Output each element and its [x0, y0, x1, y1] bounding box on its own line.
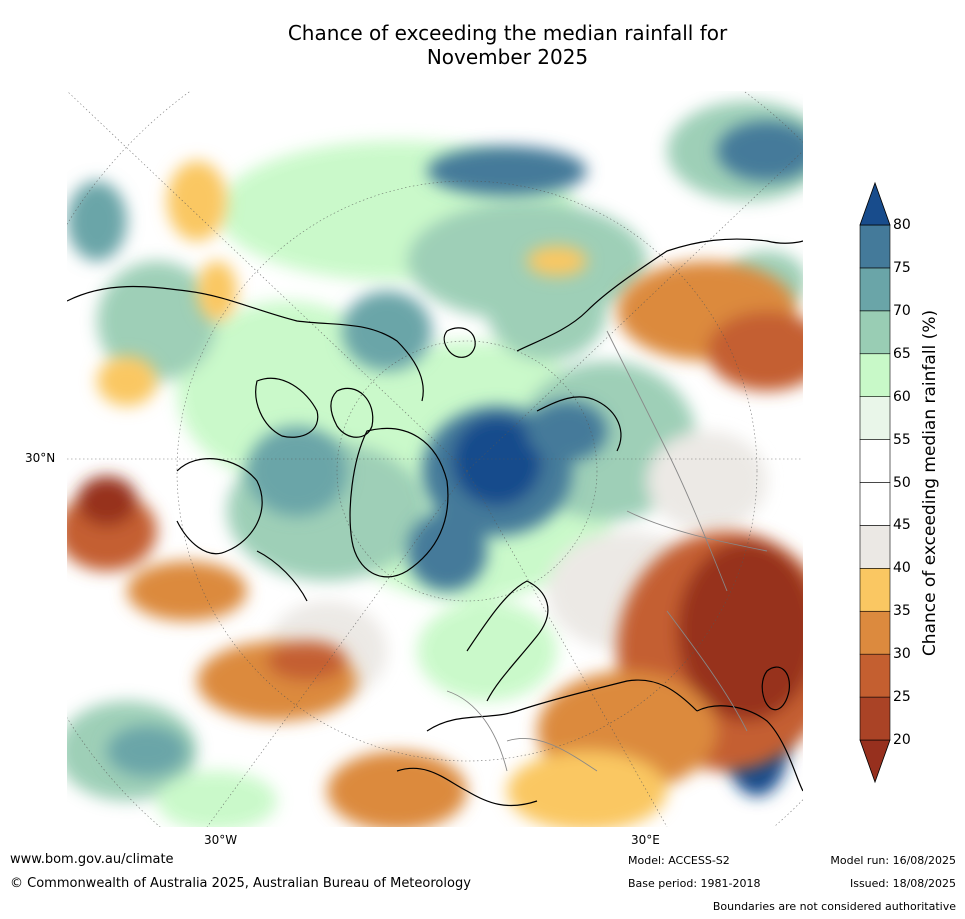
- legend-tick-50: 50: [893, 474, 911, 491]
- legend-tick-80: 80: [893, 217, 911, 233]
- legend-tick-60: 60: [893, 388, 911, 405]
- legend-tick-30: 30: [893, 646, 911, 663]
- footer-model-run: Model run: 16/08/2025: [830, 854, 956, 867]
- legend-band-70-75: [859, 267, 891, 312]
- footer-url[interactable]: www.bom.gov.au/climate: [10, 852, 174, 867]
- footer-copyright: © Commonwealth of Australia 2025, Austra…: [10, 876, 471, 891]
- legend-tick-40: 40: [893, 560, 911, 577]
- legend-arrow-low: [859, 739, 891, 784]
- legend-colorbar: [859, 181, 891, 784]
- legend-arrow-high: [859, 181, 891, 226]
- legend-band-40-45: [859, 525, 891, 569]
- map-title: Chance of exceeding the median rainfall …: [140, 21, 875, 69]
- map-title-line1: Chance of exceeding the median rainfall …: [287, 21, 728, 45]
- legend-tick-55: 55: [893, 431, 911, 448]
- footer-issued: Issued: 18/08/2025: [849, 877, 956, 890]
- legend-band-25-30: [859, 653, 891, 698]
- country-borders: [446, 330, 768, 772]
- footer-base-period: Base period: 1981-2018: [628, 877, 761, 890]
- footer-boundaries-note: Boundaries are not considered authoritat…: [712, 900, 956, 913]
- legend-tick-45: 45: [893, 517, 911, 534]
- color-legend: 20 25 30 35 40 45 50 55 60 65 70 75 80: [855, 180, 965, 790]
- legend-tick-35: 35: [893, 603, 911, 620]
- legend-tick-20: 20: [893, 732, 911, 748]
- legend-band-20-25: [859, 696, 891, 741]
- legend-tick-70: 70: [893, 302, 911, 319]
- footer-model: Model: ACCESS-S2: [628, 854, 730, 867]
- lat-label-30n: 30°N: [25, 451, 56, 465]
- legend-band-60-65: [859, 353, 891, 397]
- legend-band-45-50: [859, 482, 891, 526]
- legend-band-35-40: [859, 568, 891, 612]
- legend-tick-25: 25: [893, 689, 911, 706]
- coastlines: [67, 238, 803, 807]
- dry-anomaly: [67, 161, 803, 827]
- legend-band-65-70: [859, 310, 891, 355]
- legend-band-30-35: [859, 610, 891, 655]
- graticule: [67, 91, 803, 827]
- legend-tick-75: 75: [893, 259, 911, 276]
- legend-band-50-55: [859, 439, 891, 483]
- legend-title: Chance of exceeding median rainfall (%): [920, 309, 940, 657]
- lon-label-30e: 30°E: [631, 833, 660, 847]
- lon-label-30w: 30°W: [204, 833, 238, 847]
- legend-band-75-80: [859, 224, 891, 269]
- map-panel: [67, 91, 803, 827]
- legend-band-55-60: [859, 396, 891, 440]
- rainfall-map: [67, 91, 803, 827]
- legend-tick-65: 65: [893, 345, 911, 362]
- map-title-line2: November 2025: [426, 45, 589, 69]
